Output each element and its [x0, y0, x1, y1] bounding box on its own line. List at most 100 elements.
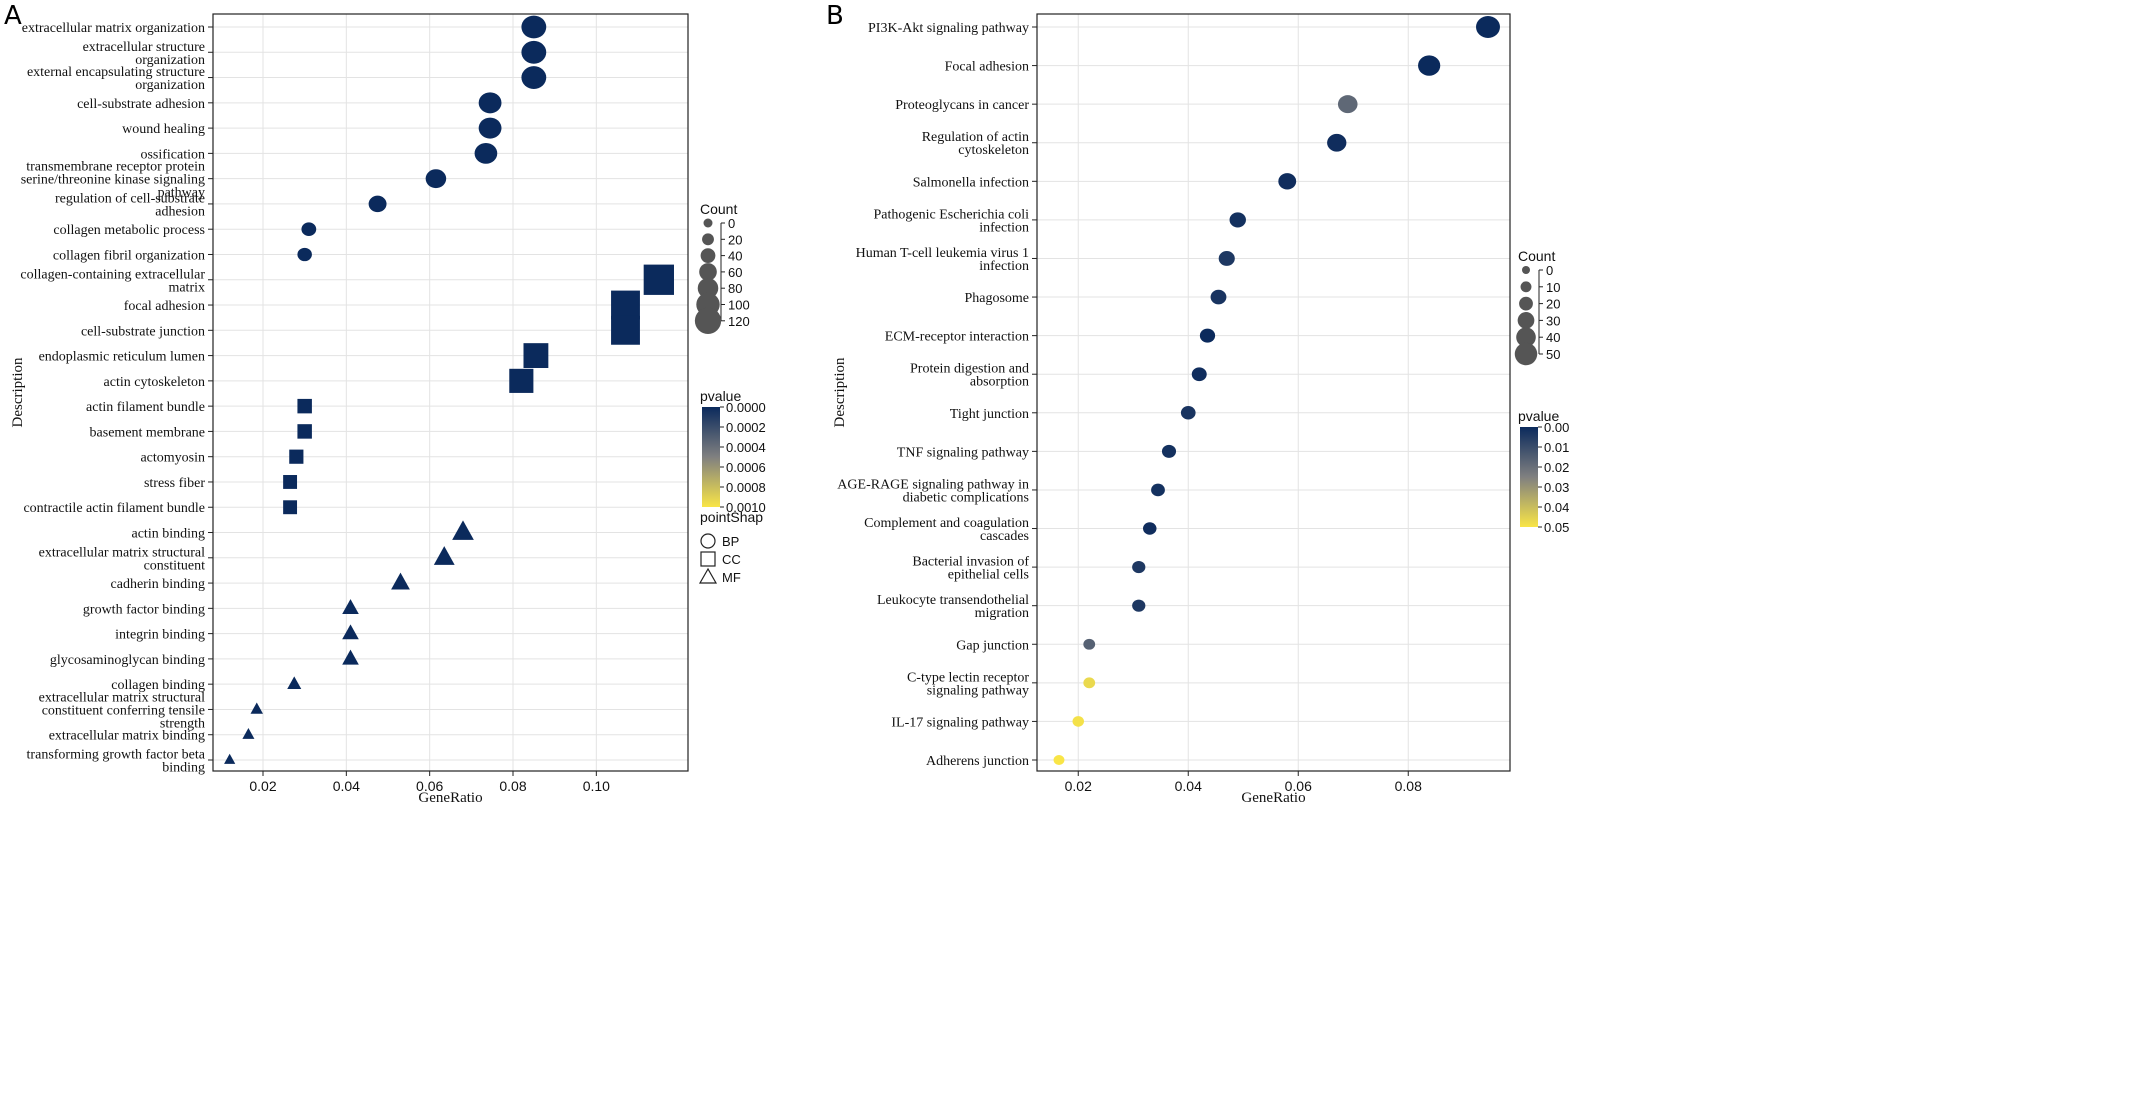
x-tick-label: 0.06	[416, 778, 443, 794]
data-point	[521, 66, 547, 89]
legend-shape-label: CC	[722, 552, 741, 567]
y-tick-label: basement membrane	[90, 425, 205, 440]
data-point	[433, 546, 455, 565]
x-tick-label: 0.08	[1395, 778, 1422, 794]
y-tick-label: actin binding	[132, 527, 206, 542]
legend-pvalue-label: 0.05	[1544, 520, 1569, 535]
legend-pvalue-label: 0.0004	[726, 440, 766, 455]
legend-count-label: 10	[1546, 280, 1560, 295]
plot-frame	[1036, 13, 1511, 772]
legend-shape-triangle	[698, 567, 718, 584]
data-point	[242, 728, 255, 739]
data-point	[474, 142, 498, 164]
x-axis-title: GeneRatio	[1241, 790, 1305, 806]
y-tick-label: extracellular matrix organization	[22, 21, 205, 36]
data-point	[250, 702, 263, 714]
y-tick-label: AGE-RAGE signaling pathway in diabetic co…	[837, 477, 1029, 505]
data-point	[1072, 716, 1084, 727]
y-axis-title: Description	[10, 357, 26, 427]
data-point	[521, 40, 547, 64]
data-point	[1132, 599, 1146, 612]
legend-count-label: 0	[728, 216, 735, 231]
data-point	[521, 15, 547, 39]
pvalue-colorbar	[1520, 427, 1538, 527]
legend-size-marker	[1519, 296, 1533, 311]
data-point	[1476, 15, 1500, 39]
data-point	[478, 92, 502, 114]
legend-pvalue-title: pvalue	[700, 388, 741, 404]
legend-count-label: 50	[1546, 347, 1560, 362]
data-point	[643, 264, 674, 295]
y-tick-label: Human T-cell leukemia virus 1 infection	[856, 246, 1029, 274]
y-tick-label: cadherin binding	[111, 577, 205, 592]
y-tick-label: collagen fibril organization	[53, 248, 205, 263]
legend-count-label: 0	[1546, 263, 1553, 278]
legend-pvalue-label: 0.02	[1544, 460, 1569, 475]
data-point	[287, 676, 302, 689]
legend-pvalue-label: 0.0002	[726, 420, 766, 435]
legend-pvalue-label: 0.00	[1544, 420, 1569, 435]
legend-shape-label: BP	[722, 534, 739, 549]
data-point	[1083, 677, 1096, 689]
data-point	[425, 169, 447, 189]
x-axis-title: GeneRatio	[418, 790, 482, 806]
legend-count-label: 30	[1546, 313, 1560, 328]
legend-pvalue-label: 0.0000	[726, 400, 766, 415]
y-tick-label: Complement and coagulation cascades	[864, 516, 1029, 544]
data-point	[1132, 561, 1146, 574]
y-tick-label: collagen metabolic process	[53, 223, 205, 238]
legend-count-label: 40	[1546, 330, 1560, 345]
y-tick-label: Protein digestion and absorption	[910, 362, 1029, 390]
data-point	[283, 475, 298, 489]
data-point	[1191, 367, 1207, 382]
x-tick-label: 0.10	[583, 778, 610, 794]
legend-size-marker	[699, 263, 717, 281]
data-point	[1083, 638, 1096, 650]
y-tick-label: Bacterial invasion of epithelial cells	[912, 555, 1029, 583]
y-tick-label: extracellular matrix structural constitue…	[39, 690, 205, 731]
legend-pvalue-label: 0.03	[1544, 480, 1569, 495]
legend-size-marker	[1520, 281, 1532, 293]
x-tick-label: 0.02	[249, 778, 276, 794]
legend-size-marker	[1517, 312, 1535, 329]
data-point	[297, 424, 312, 439]
y-tick-label: actin cytoskeleton	[104, 375, 205, 390]
y-tick-label: extracellular structure organization	[83, 40, 205, 68]
data-point	[342, 649, 359, 665]
data-point	[478, 117, 502, 139]
legend-count-title: Count	[1518, 248, 1555, 264]
data-point	[1151, 483, 1165, 497]
data-point	[1218, 251, 1235, 266]
y-tick-label: wound healing	[122, 122, 205, 137]
y-tick-label: IL-17 signaling pathway	[891, 715, 1029, 730]
legend-shape-square	[700, 551, 716, 567]
data-point	[1418, 55, 1441, 76]
legend-count-label: 40	[728, 249, 742, 264]
legend-size-marker	[1522, 266, 1530, 274]
y-tick-label: Salmonella infection	[913, 175, 1029, 190]
legend-count-label: 100	[728, 298, 750, 313]
y-tick-label: extracellular matrix structural constitue…	[39, 545, 205, 573]
data-point	[1278, 173, 1297, 190]
legend-size-marker	[702, 233, 714, 246]
y-tick-label: glycosaminoglycan binding	[50, 653, 205, 668]
legend-size-marker	[700, 248, 716, 263]
y-tick-label: external encapsulating structure organiza…	[27, 65, 205, 93]
data-point	[1053, 754, 1065, 766]
legend-pvalue-label: 0.04	[1544, 500, 1569, 515]
panel-b: B 0.02 0.04 0.06 0.08 GeneRatio Description PI3…	[826, 1, 1569, 806]
data-point	[1210, 289, 1227, 305]
y-tick-label: Regulation of actin cytoskeleton	[922, 130, 1029, 158]
y-tick-label: ossification	[140, 147, 205, 162]
legend-count-title: Count	[700, 201, 737, 217]
data-point	[297, 247, 312, 262]
legend-pvalue-label: 0.0008	[726, 480, 766, 495]
x-tick-label: 0.08	[499, 778, 526, 794]
y-tick-label: cell-substrate junction	[81, 324, 205, 339]
y-tick-label: actomyosin	[140, 451, 205, 466]
data-point	[611, 290, 640, 320]
data-point	[452, 520, 474, 540]
x-tick-label: 0.06	[1285, 778, 1312, 794]
panel-label: B	[826, 1, 844, 31]
